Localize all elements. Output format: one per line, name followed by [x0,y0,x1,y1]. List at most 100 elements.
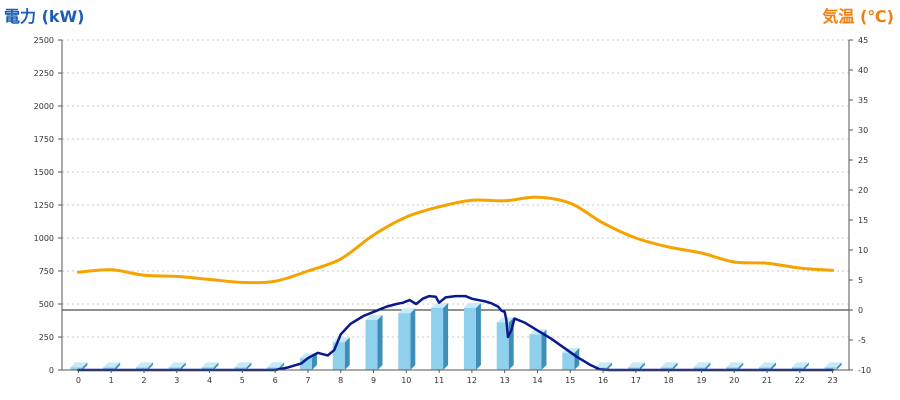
x-axis-tick-label: 12 [467,376,477,385]
axes: 02505007501000125015001750200022502500-1… [34,36,871,385]
bar-top [168,362,186,368]
x-axis-tick-label: 15 [565,376,575,385]
left-axis-tick-label: 250 [39,333,54,342]
bar-top [267,362,285,368]
bar-side [771,362,777,370]
x-axis-tick-label: 2 [141,376,146,385]
x-axis-tick-label: 14 [532,376,542,385]
x-axis-tick-label: 1 [109,376,114,385]
bar [70,367,83,370]
left-axis-tick-label: 1500 [34,168,54,177]
bar-side [213,362,219,370]
right-axis-tick-label: 20 [858,186,868,195]
bar-side [836,362,842,370]
bar [562,352,575,370]
bar-side [82,362,88,370]
bar-top [627,362,645,368]
bar-side [475,302,481,370]
left-axis-tick-label: 1000 [34,234,54,243]
left-axis-title: 電力 (kW) [4,7,85,26]
bar [824,367,837,370]
bar-top [660,362,678,368]
x-axis-tick-label: 11 [434,376,444,385]
x-axis-tick-label: 22 [795,376,805,385]
bar-top [693,362,711,368]
x-axis-tick-label: 0 [76,376,81,385]
bar [234,367,247,370]
x-axis-tick-label: 5 [240,376,245,385]
bar-side [443,302,449,370]
bar-top [135,362,153,368]
bar-side [410,308,416,370]
bar-top [726,362,744,368]
x-axis-tick-label: 16 [598,376,608,385]
x-axis-tick-label: 21 [762,376,772,385]
x-axis-tick-label: 10 [401,376,411,385]
bar-side [115,362,121,370]
bar-top [595,362,613,368]
right-axis-tick-label: 15 [858,216,868,225]
left-axis-tick-label: 2000 [34,102,54,111]
left-axis-tick-label: 2500 [34,36,54,45]
left-axis-tick-label: 500 [39,300,54,309]
x-axis-tick-label: 7 [305,376,310,385]
grid-lines [62,39,849,338]
bar-side [147,362,153,370]
bar [365,319,378,370]
bar [726,367,739,370]
left-axis-tick-label: 1750 [34,135,54,144]
line-series [76,195,835,372]
x-axis-tick-label: 3 [174,376,179,385]
left-axis-tick-label: 2250 [34,69,54,78]
bar-series [70,302,842,370]
bar-side [738,362,744,370]
bar [463,307,476,370]
bar [431,307,444,370]
right-axis-title: 気温 (℃) [822,7,894,26]
bar-side [344,337,350,370]
bar [103,367,116,370]
bar-side [607,362,613,370]
right-axis-tick-label: 5 [858,276,863,285]
bar [267,367,280,370]
left-axis-tick-label: 750 [39,267,54,276]
x-axis-tick-label: 13 [500,376,510,385]
bar [759,367,772,370]
right-axis-tick-label: 35 [858,96,868,105]
bar [627,367,640,370]
right-axis-tick-label: 30 [858,126,868,135]
bar-side [639,362,645,370]
bar-side [803,362,809,370]
bar-side [574,347,580,370]
x-axis-tick-label: 4 [207,376,212,385]
bar-top [824,362,842,368]
bar-top [431,302,449,308]
bar-top [201,362,219,368]
right-axis-tick-label: 10 [858,246,868,255]
bar-side [246,362,252,370]
x-axis-tick-label: 18 [664,376,674,385]
bar [693,367,706,370]
temperature-line [76,195,835,285]
right-axis-tick-label: 25 [858,156,868,165]
bar [398,313,411,370]
bar-side [672,362,678,370]
bar-top [70,362,88,368]
x-axis-tick-label: 23 [828,376,838,385]
bar-top [234,362,252,368]
bar [660,367,673,370]
x-axis-tick-label: 17 [631,376,641,385]
bar [529,334,542,370]
bar-top [759,362,777,368]
bar-side [311,353,317,370]
x-axis-tick-label: 9 [371,376,376,385]
x-axis-tick-label: 19 [696,376,706,385]
bar-top [365,314,383,320]
bar [791,367,804,370]
left-axis-tick-label: 1250 [34,201,54,210]
power-line [77,294,834,372]
right-axis-tick-label: -5 [858,336,866,345]
right-axis-tick-label: 0 [858,306,863,315]
x-axis-tick-label: 6 [273,376,278,385]
